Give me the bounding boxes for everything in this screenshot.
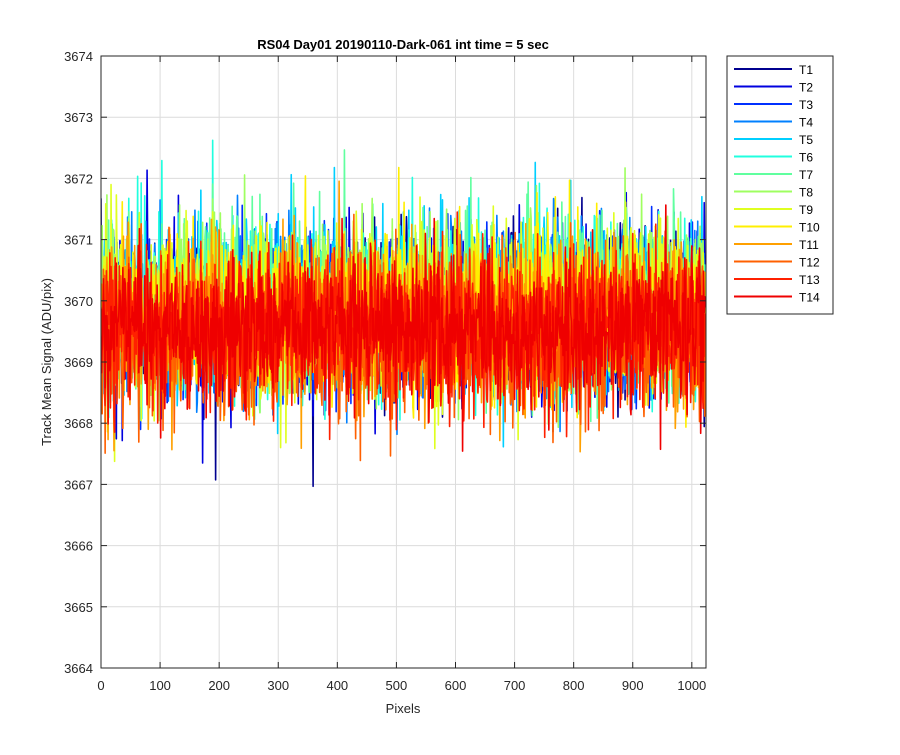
legend-label-t13: T13 [799,273,820,287]
y-tick-label: 3669 [64,355,93,370]
y-tick-label: 3667 [64,477,93,492]
y-tick-label: 3673 [64,110,93,125]
y-tick-labels: 3664 3665 3666 3667 3668 3669 3670 3671 3672 3673… [64,49,93,676]
y-tick-label: 3672 [64,171,93,186]
x-tick-label: 400 [326,678,348,693]
legend-label-t3: T3 [799,98,813,112]
series-layer [101,139,706,488]
y-tick-label: 3674 [64,49,93,64]
legend-label-t10: T10 [799,221,820,235]
legend-label-t9: T9 [799,203,813,217]
legend-box [726,55,834,315]
series-line-t14 [101,204,706,452]
legend-label-t14: T14 [799,291,820,305]
legend-label-t12: T12 [799,256,820,270]
ticks [100,55,706,669]
legend-label-t11: T11 [799,238,819,252]
y-tick-label: 3664 [64,661,93,676]
y-axis-label: Track Mean Signal (ADU/pix) [39,278,54,446]
legend-label-t4: T4 [799,116,813,130]
x-tick-label: 900 [622,678,644,693]
y-tick-label: 3670 [64,294,93,309]
y-tick-label: 3666 [64,539,93,554]
y-tick-label: 3668 [64,416,93,431]
y-tick-label: 3671 [64,233,93,248]
x-tick-label: 300 [267,678,289,693]
x-tick-label: 100 [149,678,171,693]
y-tick-label: 3665 [64,600,93,615]
x-tick-label: 700 [504,678,526,693]
x-tick-labels: 0 100 200 300 400 500 600 700 800 900 1000 [97,678,706,693]
legend-label-t7: T7 [799,168,813,182]
legend-label-t1: T1 [799,63,813,77]
legend-items: T1 T2 T3 T4 T5 T6 T7 T8 T9 T10 T11 T12 T13 T14 [734,63,820,305]
legend-label-t8: T8 [799,186,813,200]
x-tick-label: 800 [563,678,585,693]
legend-label-t2: T2 [799,81,813,95]
legend-label-t5: T5 [799,133,813,147]
x-tick-label: 0 [97,678,104,693]
legend-label-t6: T6 [799,151,813,165]
x-tick-label: 200 [208,678,230,693]
legend: T1 T2 T3 T4 T5 T6 T7 T8 T9 T10 T11 T12 T13 T14 [726,55,834,315]
x-axis-label: Pixels [386,701,421,716]
x-tick-label: 1000 [677,678,706,693]
chart-title: RS04 Day01 20190110-Dark-061 int time = … [257,37,549,52]
x-tick-label: 500 [386,678,408,693]
x-tick-label: 600 [445,678,467,693]
